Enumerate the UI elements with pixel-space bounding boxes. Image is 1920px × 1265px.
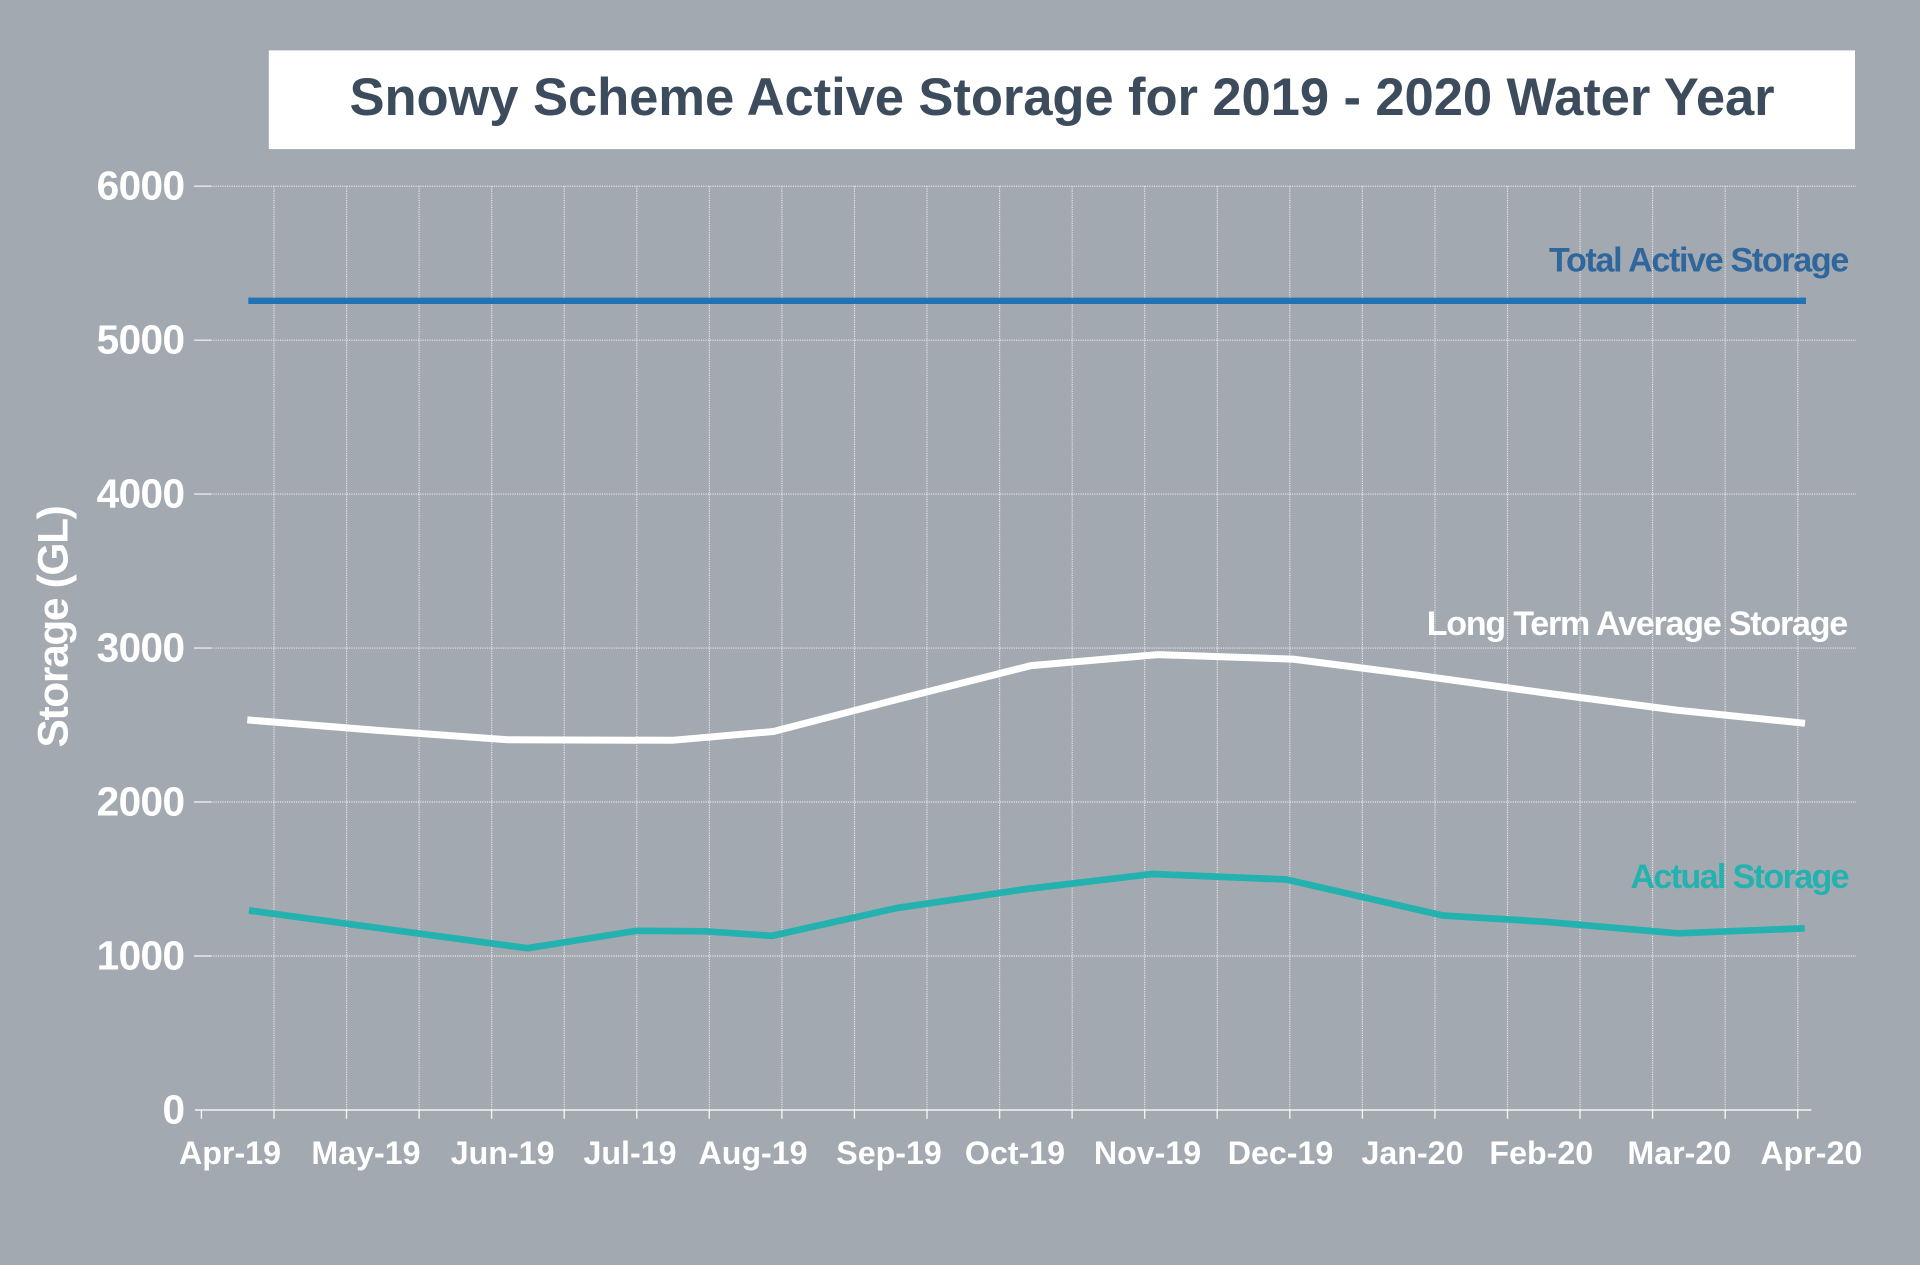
svg-text:Dec-19: Dec-19 <box>1228 1135 1334 1171</box>
svg-text:Actual Storage: Actual Storage <box>1630 858 1848 896</box>
svg-text:Apr-20: Apr-20 <box>1760 1135 1862 1171</box>
svg-text:Aug-19: Aug-19 <box>698 1135 807 1171</box>
svg-text:Jul-19: Jul-19 <box>583 1135 676 1171</box>
svg-text:Long Term Average Storage: Long Term Average Storage <box>1427 605 1848 643</box>
svg-text:0: 0 <box>163 1086 185 1132</box>
svg-text:Storage (GL): Storage (GL) <box>30 506 77 747</box>
svg-text:Total Active Storage: Total Active Storage <box>1549 242 1848 280</box>
svg-text:5000: 5000 <box>97 317 185 363</box>
svg-text:4000: 4000 <box>97 470 185 516</box>
svg-text:May-19: May-19 <box>311 1135 420 1171</box>
svg-text:Snowy Scheme Active Storage fo: Snowy Scheme Active Storage for 2019 - 2… <box>349 68 1774 127</box>
svg-text:2000: 2000 <box>97 778 185 824</box>
svg-text:3000: 3000 <box>97 624 185 670</box>
svg-text:Nov-19: Nov-19 <box>1094 1135 1201 1171</box>
svg-text:Apr-19: Apr-19 <box>179 1135 281 1171</box>
svg-text:Sep-19: Sep-19 <box>836 1135 942 1171</box>
svg-text:6000: 6000 <box>97 163 185 209</box>
svg-text:Oct-19: Oct-19 <box>965 1135 1065 1171</box>
svg-text:Feb-20: Feb-20 <box>1489 1135 1593 1171</box>
svg-text:Jan-20: Jan-20 <box>1362 1135 1464 1171</box>
svg-text:Mar-20: Mar-20 <box>1627 1135 1731 1171</box>
svg-text:1000: 1000 <box>97 932 185 978</box>
svg-text:Jun-19: Jun-19 <box>451 1135 555 1171</box>
